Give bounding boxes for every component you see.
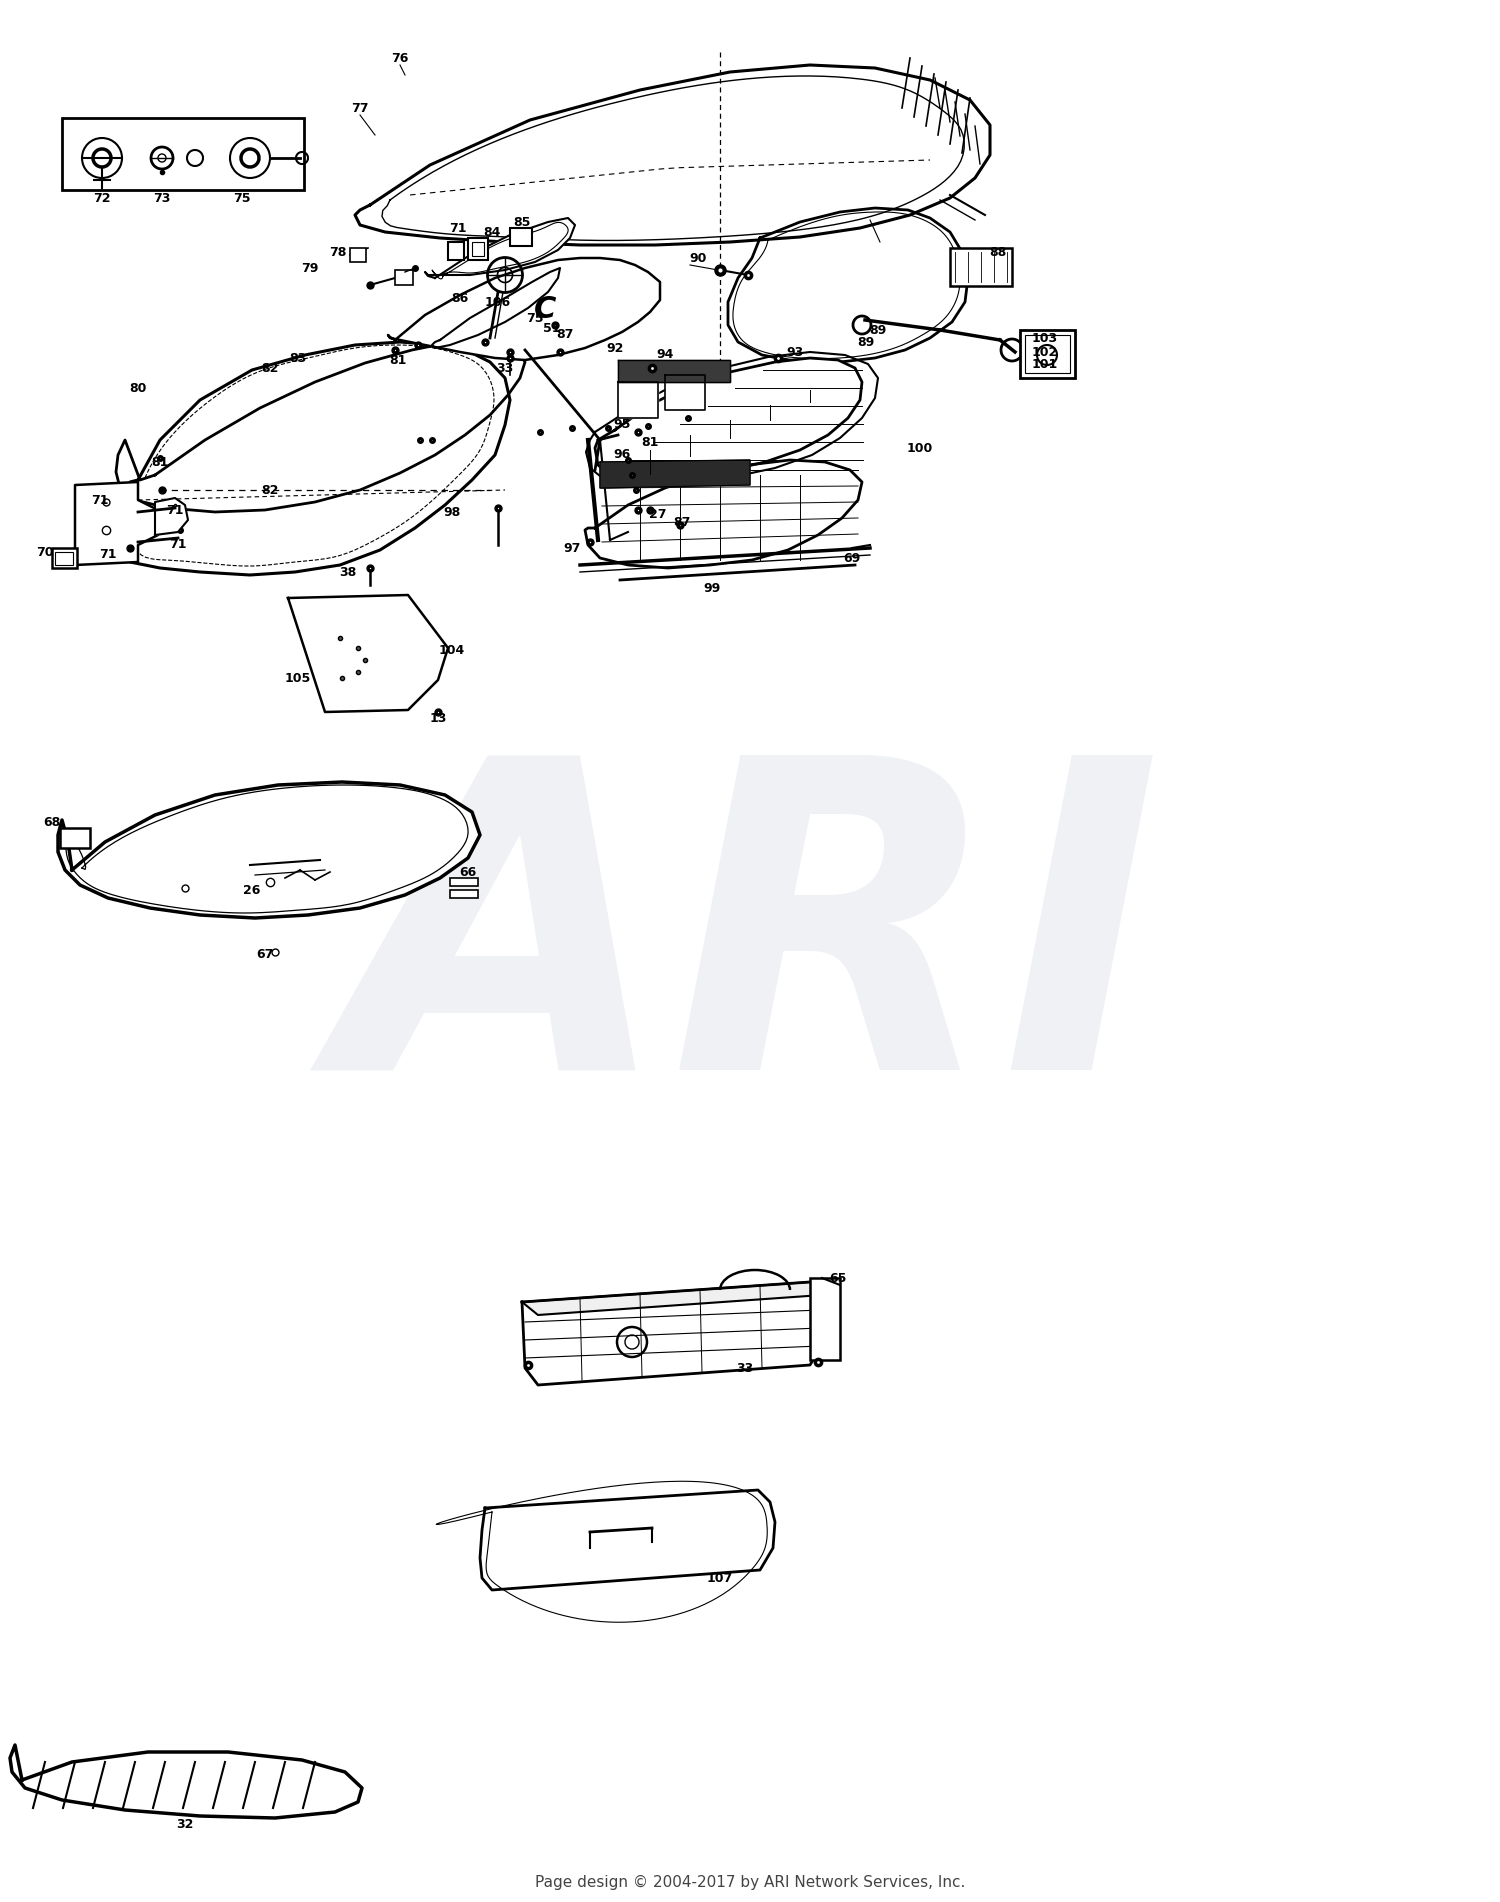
Text: 106: 106 [484,295,512,308]
Polygon shape [388,259,660,359]
Text: 99: 99 [704,582,720,595]
Text: 83: 83 [290,352,306,365]
Text: 75: 75 [234,192,250,205]
Text: 90: 90 [690,251,706,264]
Bar [56,552,74,565]
Text: 26: 26 [243,884,261,896]
Text: 33: 33 [496,361,513,375]
Polygon shape [728,207,968,361]
Text: 86: 86 [452,291,468,304]
Bar [53,548,76,569]
Text: 101: 101 [1032,358,1058,371]
Text: ARI: ARI [338,742,1162,1160]
Text: C: C [534,295,556,325]
Bar [468,238,488,261]
Polygon shape [480,1489,776,1590]
Text: 71: 71 [170,538,186,552]
Bar [810,1278,840,1360]
Text: 38: 38 [339,565,357,578]
Text: 82: 82 [261,361,279,375]
Text: 80: 80 [129,382,147,394]
Polygon shape [288,595,448,711]
Text: 89: 89 [870,323,886,337]
Text: 82: 82 [261,483,279,496]
Text: 76: 76 [392,51,408,65]
Text: 73: 73 [153,192,171,205]
Bar [60,827,90,848]
Text: 71: 71 [99,548,117,561]
Text: 78: 78 [330,245,346,259]
Bar [1020,331,1076,378]
Bar [448,242,464,261]
Polygon shape [522,1282,822,1314]
Text: 65: 65 [830,1272,846,1284]
Text: 98: 98 [444,506,460,519]
Text: 81: 81 [642,436,658,449]
Text: 100: 100 [908,441,933,455]
Text: 71: 71 [92,493,108,506]
Text: 71: 71 [450,221,466,234]
Polygon shape [600,460,750,489]
Text: 84: 84 [483,226,501,238]
Polygon shape [618,382,658,418]
Text: 107: 107 [706,1571,734,1584]
Text: 33: 33 [736,1362,753,1375]
Text: 87: 87 [556,329,573,342]
Polygon shape [585,460,862,569]
Text: 72: 72 [93,192,111,205]
Bar [950,247,1012,285]
Polygon shape [356,65,990,245]
Text: 81: 81 [390,354,406,367]
Bar [350,247,366,262]
Text: 104: 104 [440,643,465,656]
Bar [450,890,478,898]
Text: 97: 97 [564,542,580,555]
Bar [62,118,304,190]
Text: 67: 67 [256,949,273,962]
Text: 96: 96 [614,449,630,462]
Text: 68: 68 [44,816,60,829]
Bar [450,879,478,886]
Text: 102: 102 [1032,346,1058,358]
Text: 87: 87 [674,515,690,529]
Polygon shape [596,358,862,477]
Polygon shape [154,498,188,534]
Text: 103: 103 [1032,331,1058,344]
Text: 27: 27 [650,508,666,521]
Text: 95: 95 [614,418,630,432]
Bar [472,242,484,257]
Text: 93: 93 [786,346,804,358]
Polygon shape [424,219,574,278]
Text: 94: 94 [657,348,674,361]
Polygon shape [664,375,705,411]
Bar [394,270,412,285]
Text: 13: 13 [429,711,447,725]
Polygon shape [10,1744,362,1818]
Text: Page design © 2004-2017 by ARI Network Services, Inc.: Page design © 2004-2017 by ARI Network S… [536,1875,964,1889]
Text: 71: 71 [166,504,183,517]
Text: 88: 88 [990,245,1006,259]
Polygon shape [618,359,730,382]
Polygon shape [58,782,480,919]
Polygon shape [522,1282,825,1385]
Text: 85: 85 [513,215,531,228]
Bar [1024,335,1069,373]
Text: 92: 92 [606,342,624,354]
Text: 51: 51 [543,321,561,335]
Bar [510,228,532,245]
Text: 81: 81 [152,455,168,468]
Text: 70: 70 [36,546,54,559]
Polygon shape [118,342,510,574]
Text: 32: 32 [177,1818,194,1832]
Text: 89: 89 [858,335,874,348]
Text: 75: 75 [526,312,543,325]
Text: 66: 66 [459,865,477,879]
Text: 105: 105 [285,671,310,685]
Text: 69: 69 [843,552,861,565]
Polygon shape [116,340,525,512]
Text: 79: 79 [302,261,318,274]
Text: 77: 77 [351,101,369,114]
Polygon shape [75,481,158,565]
